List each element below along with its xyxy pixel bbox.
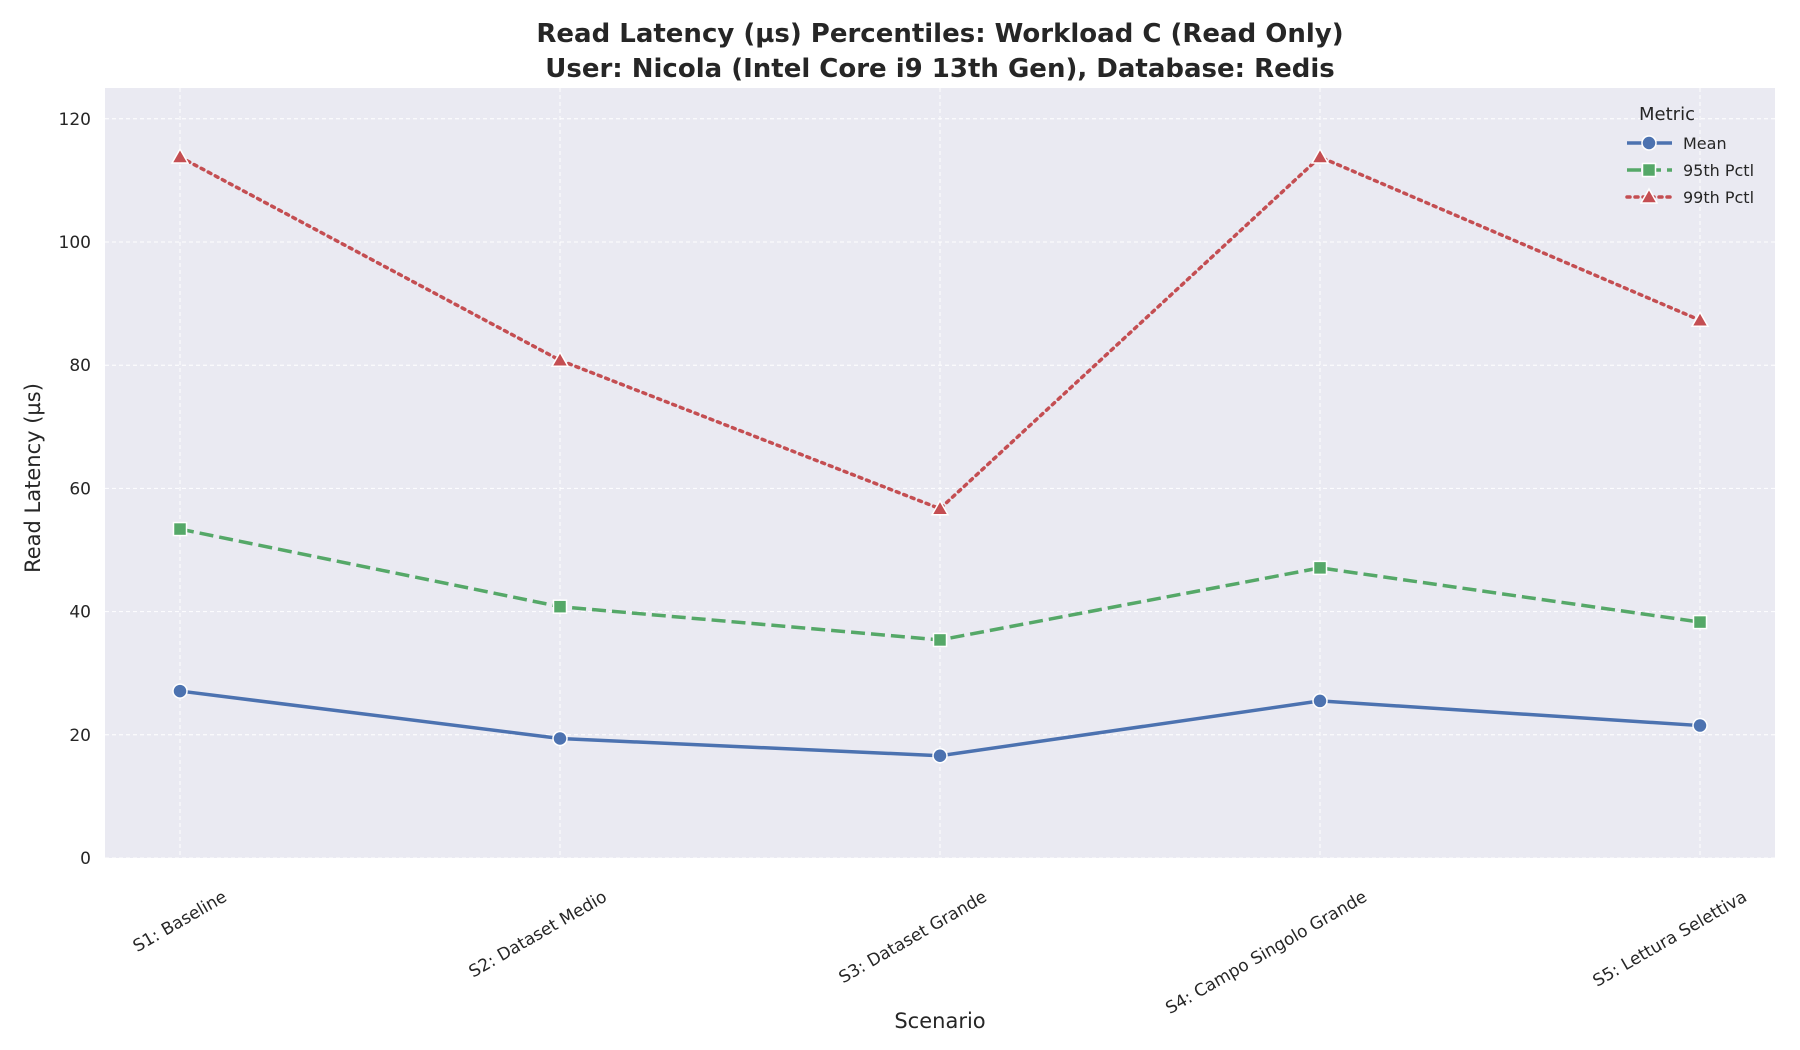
x-tick-label: S4: Campo Singolo Grande (1162, 887, 1370, 1019)
legend-marker-mean (1641, 135, 1657, 151)
y-tick-label: 80 (69, 356, 91, 376)
y-tick-label: 100 (59, 233, 91, 253)
grid (105, 88, 1775, 859)
x-tick-label: S5: Lettura Selettiva (1590, 887, 1751, 991)
data-point-95th-pctl (1312, 560, 1328, 576)
y-tick-label: 0 (80, 849, 91, 869)
data-point-95th-pctl (552, 599, 568, 614)
data-point-95th-pctl (172, 521, 188, 537)
y-tick-label: 120 (59, 110, 91, 130)
data-point-mean (1692, 717, 1708, 734)
data-point-99th-pctl (930, 499, 950, 516)
legend-label: Mean (1683, 134, 1727, 153)
data-point-mean (932, 747, 948, 764)
legend-marker-99th-pctl (1639, 187, 1659, 204)
legend-title: Metric (1639, 104, 1695, 125)
x-axis-ticks: S1: Baseline S2: Dataset Medio S3: Dataset… (130, 887, 1751, 1019)
y-axis-ticks: 0 20 40 60 80 100 120 (59, 110, 91, 869)
data-point-95th-pctl (1692, 614, 1708, 630)
data-point-mean (1312, 693, 1328, 709)
legend-marker-95th-pctl (1641, 162, 1657, 178)
chart-subtitle: User: Nicola (Intel Core i9 13th Gen), D… (545, 54, 1334, 84)
y-tick-label: 60 (69, 479, 91, 499)
series-group (170, 147, 1710, 764)
data-point-99th-pctl (1690, 310, 1710, 327)
data-point-95th-pctl (932, 632, 948, 648)
y-tick-label: 40 (69, 603, 91, 623)
x-axis-label: Scenario (894, 1009, 985, 1033)
legend-label: 99th Pctl (1683, 188, 1754, 207)
x-tick-label: S1: Baseline (130, 887, 231, 957)
data-point-99th-pctl (550, 350, 570, 368)
legend-label: 95th Pctl (1683, 161, 1754, 180)
y-tick-label: 20 (69, 726, 91, 746)
y-axis-label: Read Latency (µs) (21, 383, 45, 573)
x-tick-label: S3: Dataset Grande (836, 887, 991, 988)
data-point-mean (172, 683, 188, 699)
data-point-mean (552, 730, 568, 747)
chart-title: Read Latency (µs) Percentiles: Workload … (536, 19, 1343, 49)
legend: Metric Mean 95th Pctl 99th Pctl (1625, 104, 1754, 207)
data-point-99th-pctl (1310, 147, 1330, 164)
data-point-99th-pctl (170, 147, 190, 164)
x-tick-label: S2: Dataset Medio (466, 887, 611, 982)
